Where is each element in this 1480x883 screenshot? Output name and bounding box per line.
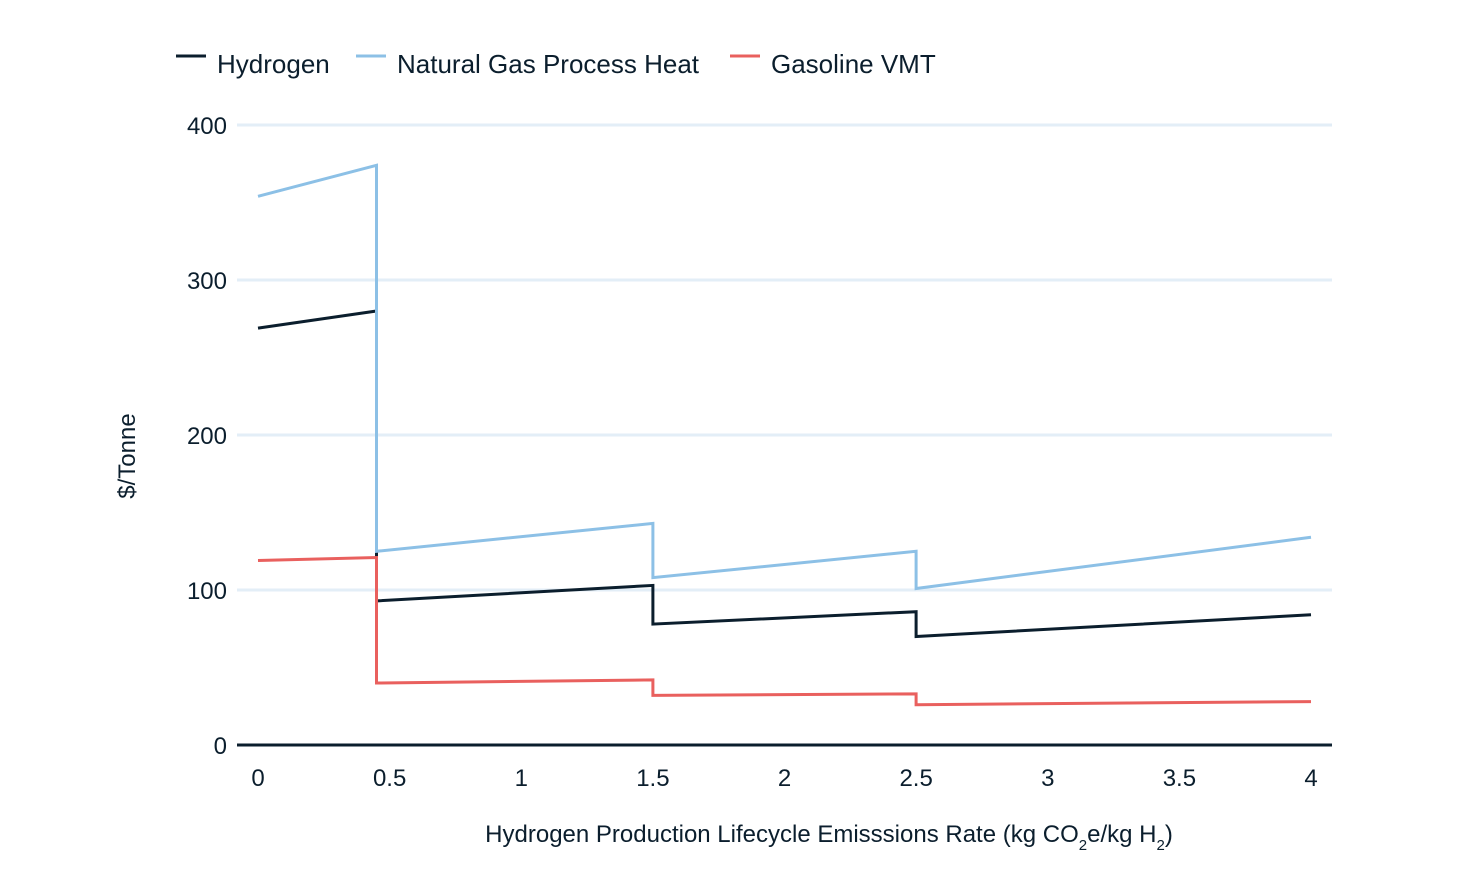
x-axis-title-sub-1: 2 bbox=[1079, 837, 1087, 854]
x-tick-label: 2.5 bbox=[899, 765, 932, 792]
x-tick-label: 0.5 bbox=[373, 765, 406, 792]
y-tick-label: 400 bbox=[187, 113, 227, 140]
x-axis-title-mid: e/kg H bbox=[1087, 821, 1156, 848]
x-tick-label: 2 bbox=[778, 765, 791, 792]
legend-label: Natural Gas Process Heat bbox=[397, 49, 700, 79]
series-line-2 bbox=[257, 555, 1312, 707]
y-tick-label: 0 bbox=[214, 733, 227, 760]
series-line-0 bbox=[257, 309, 1312, 639]
legend-label: Hydrogen bbox=[217, 49, 330, 79]
x-tick-label: 3.5 bbox=[1163, 765, 1196, 792]
y-tick-label: 200 bbox=[187, 423, 227, 450]
y-axis-title: $/Tonne bbox=[114, 413, 141, 498]
gridlines bbox=[237, 123, 1332, 592]
x-tick-label: 3 bbox=[1041, 765, 1054, 792]
series-lines bbox=[257, 163, 1312, 707]
x-tick-label: 1 bbox=[515, 765, 528, 792]
legend-label: Gasoline VMT bbox=[771, 49, 936, 79]
x-tick-label: 1.5 bbox=[636, 765, 669, 792]
y-tick-label: 300 bbox=[187, 268, 227, 295]
y-tick-labels: 0 100 200 300 400 bbox=[187, 113, 227, 760]
x-tick-label: 4 bbox=[1304, 765, 1317, 792]
x-axis-title-end: ) bbox=[1165, 821, 1173, 848]
y-tick-label: 100 bbox=[187, 578, 227, 605]
x-axis-title: Hydrogen Production Lifecycle Emisssions… bbox=[485, 821, 1173, 854]
x-axis-title-main: Hydrogen Production Lifecycle Emisssions… bbox=[485, 821, 1079, 848]
x-tick-label: 0 bbox=[251, 765, 264, 792]
x-tick-labels: 0 0.5 1 1.5 2 2.5 3 3.5 4 bbox=[251, 765, 1317, 792]
legend: Hydrogen Natural Gas Process Heat Gasoline… bbox=[176, 49, 936, 79]
x-axis-title-sub-2: 2 bbox=[1156, 837, 1164, 854]
series-line-1 bbox=[257, 163, 1312, 591]
